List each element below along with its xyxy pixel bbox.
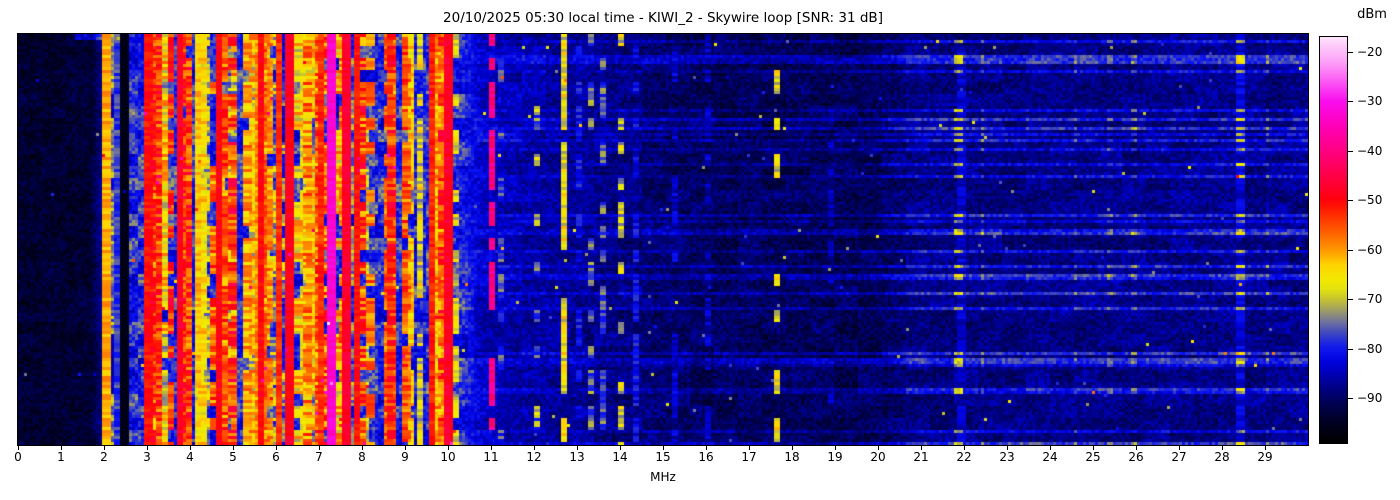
x-tick-mark	[1007, 446, 1008, 450]
x-tick-mark	[233, 446, 234, 450]
x-tick-label: 17	[741, 450, 757, 464]
x-tick-mark	[1265, 446, 1266, 450]
plot-title: 20/10/2025 05:30 local time - KIWI_2 - S…	[443, 10, 883, 26]
colorbar-tick-mark	[1348, 101, 1353, 103]
x-tick-mark	[1093, 446, 1094, 450]
x-tick-mark	[448, 446, 449, 450]
x-tick-mark	[749, 446, 750, 450]
colorbar-tick-mark	[1348, 398, 1353, 400]
x-tick-mark	[792, 446, 793, 450]
x-tick-mark	[620, 446, 621, 450]
x-tick-mark	[921, 446, 922, 450]
colorbar-tick-mark	[1348, 249, 1353, 251]
x-tick-mark	[147, 446, 148, 450]
x-tick-label: 11	[483, 450, 499, 464]
waterfall-canvas	[18, 34, 1308, 445]
x-tick-mark	[1136, 446, 1137, 450]
colorbar-gradient	[1320, 37, 1347, 443]
x-tick-label: 20	[870, 450, 886, 464]
x-tick-label: 27	[1171, 450, 1187, 464]
colorbar-tick-label: −30	[1357, 94, 1383, 109]
x-tick-mark	[1179, 446, 1180, 450]
x-tick-mark	[534, 446, 535, 450]
colorbar-tick-label: −90	[1357, 391, 1383, 406]
x-tick-label: 14	[612, 450, 628, 464]
x-tick-mark	[878, 446, 879, 450]
x-tick-label: 15	[655, 450, 671, 464]
x-tick-label: 8	[358, 450, 366, 464]
x-tick-label: 2	[100, 450, 108, 464]
x-tick-label: 6	[272, 450, 280, 464]
x-tick-label: 22	[956, 450, 972, 464]
x-tick-label: 5	[229, 450, 237, 464]
colorbar-tick-label: −80	[1357, 341, 1383, 356]
x-tick-mark	[61, 446, 62, 450]
x-tick-mark	[706, 446, 707, 450]
x-tick-mark	[276, 446, 277, 450]
x-tick-label: 28	[1214, 450, 1230, 464]
colorbar-tick-mark	[1348, 150, 1353, 152]
x-tick-mark	[362, 446, 363, 450]
colorbar-tick-mark	[1348, 299, 1353, 301]
x-tick-mark	[1222, 446, 1223, 450]
x-tick-label: 29	[1257, 450, 1273, 464]
waterfall-plot-area	[17, 33, 1309, 446]
x-tick-label: 21	[913, 450, 929, 464]
colorbar-tick-mark	[1348, 348, 1353, 350]
colorbar-tick-mark	[1348, 200, 1353, 202]
x-tick-label: 12	[526, 450, 542, 464]
x-tick-label: 13	[569, 450, 585, 464]
x-tick-label: 4	[186, 450, 194, 464]
x-tick-label: 26	[1128, 450, 1144, 464]
x-tick-mark	[491, 446, 492, 450]
x-tick-label: 23	[999, 450, 1015, 464]
x-tick-mark	[190, 446, 191, 450]
x-tick-label: 0	[14, 450, 22, 464]
colorbar-tick-label: −40	[1357, 143, 1383, 158]
x-tick-mark	[18, 446, 19, 450]
x-tick-mark	[835, 446, 836, 450]
x-tick-mark	[319, 446, 320, 450]
colorbar-tick-label: −50	[1357, 193, 1383, 208]
x-tick-label: 25	[1085, 450, 1101, 464]
colorbar-unit-label: dBm	[1357, 7, 1387, 22]
x-tick-mark	[405, 446, 406, 450]
x-tick-label: 19	[827, 450, 843, 464]
colorbar-tick-label: −70	[1357, 292, 1383, 307]
x-tick-mark	[663, 446, 664, 450]
x-axis-label: MHz	[650, 470, 676, 484]
x-tick-label: 9	[401, 450, 409, 464]
x-tick-mark	[964, 446, 965, 450]
x-tick-label: 10	[440, 450, 456, 464]
x-tick-label: 3	[143, 450, 151, 464]
colorbar	[1319, 36, 1348, 444]
x-tick-mark	[1050, 446, 1051, 450]
x-tick-label: 1	[57, 450, 65, 464]
colorbar-tick-label: −20	[1357, 44, 1383, 59]
x-tick-label: 24	[1042, 450, 1058, 464]
x-tick-label: 18	[784, 450, 800, 464]
x-tick-mark	[577, 446, 578, 450]
colorbar-tick-label: −60	[1357, 242, 1383, 257]
x-tick-label: 16	[698, 450, 714, 464]
x-tick-mark	[104, 446, 105, 450]
x-tick-label: 7	[315, 450, 323, 464]
colorbar-tick-mark	[1348, 51, 1353, 53]
